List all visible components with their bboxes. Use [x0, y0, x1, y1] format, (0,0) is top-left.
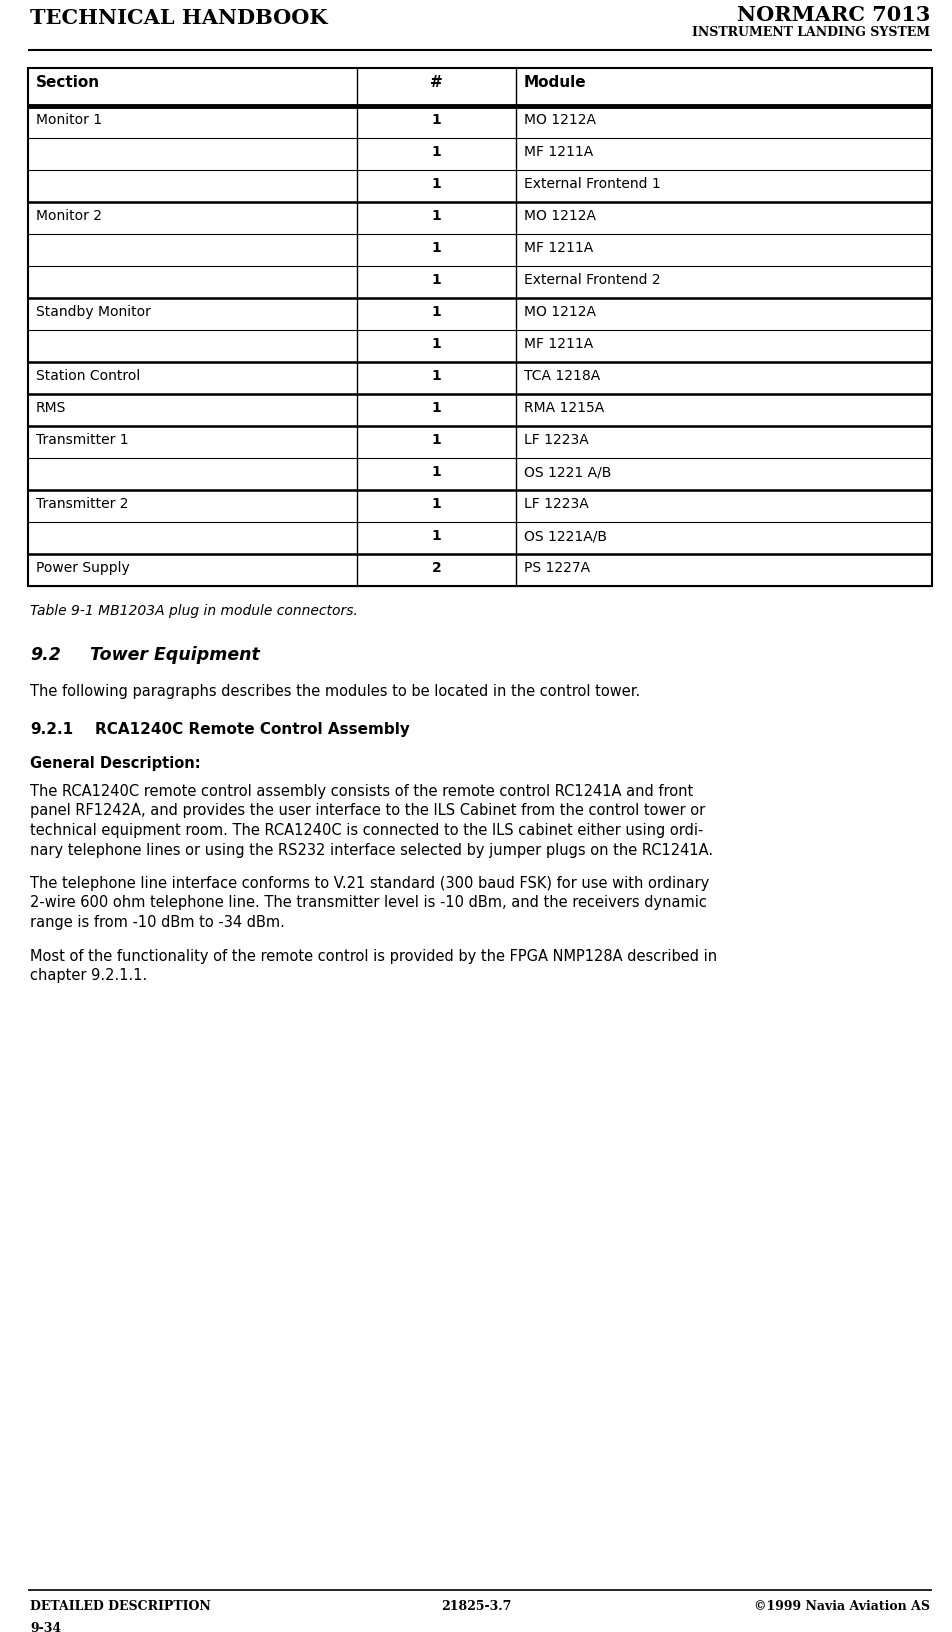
Text: Table 9-1 MB1203A plug in module connectors.: Table 9-1 MB1203A plug in module connect… — [30, 604, 358, 619]
Text: External Frontend 1: External Frontend 1 — [524, 176, 661, 191]
Text: MF 1211A: MF 1211A — [524, 145, 593, 158]
Text: Transmitter 2: Transmitter 2 — [36, 498, 129, 511]
Text: 1: 1 — [431, 145, 442, 158]
Text: LF 1223A: LF 1223A — [524, 498, 588, 511]
Text: MF 1211A: MF 1211A — [524, 336, 593, 351]
Text: Monitor 2: Monitor 2 — [36, 209, 102, 224]
Text: Transmitter 1: Transmitter 1 — [36, 432, 129, 447]
Text: 9.2: 9.2 — [30, 646, 61, 664]
Text: RCA1240C Remote Control Assembly: RCA1240C Remote Control Assembly — [95, 721, 410, 738]
Text: RMA 1215A: RMA 1215A — [524, 401, 605, 415]
Text: NORMARC 7013: NORMARC 7013 — [737, 5, 930, 24]
Text: DETAILED DESCRIPTION: DETAILED DESCRIPTION — [30, 1599, 210, 1612]
Text: Section: Section — [36, 75, 100, 90]
Text: Module: Module — [524, 75, 586, 90]
Text: chapter 9.2.1.1.: chapter 9.2.1.1. — [30, 968, 148, 982]
Text: Most of the functionality of the remote control is provided by the FPGA NMP128A : Most of the functionality of the remote … — [30, 948, 717, 963]
Text: 1: 1 — [431, 498, 442, 511]
Bar — [28, 69, 932, 586]
Text: MO 1212A: MO 1212A — [524, 209, 596, 224]
Text: MO 1212A: MO 1212A — [524, 305, 596, 318]
Text: PS 1227A: PS 1227A — [524, 561, 590, 574]
Text: 2: 2 — [431, 561, 442, 574]
Text: panel RF1242A, and provides the user interface to the ILS Cabinet from the contr: panel RF1242A, and provides the user int… — [30, 803, 705, 819]
Text: #: # — [430, 75, 443, 90]
Text: 1: 1 — [431, 529, 442, 543]
Text: ©1999 Navia Aviation AS: ©1999 Navia Aviation AS — [754, 1599, 930, 1612]
Text: General Description:: General Description: — [30, 756, 201, 770]
Text: TECHNICAL HANDBOOK: TECHNICAL HANDBOOK — [30, 8, 327, 28]
Text: 1: 1 — [431, 305, 442, 318]
Text: The following paragraphs describes the modules to be located in the control towe: The following paragraphs describes the m… — [30, 684, 641, 698]
Text: INSTRUMENT LANDING SYSTEM: INSTRUMENT LANDING SYSTEM — [692, 26, 930, 39]
Text: nary telephone lines or using the RS232 interface selected by jumper plugs on th: nary telephone lines or using the RS232 … — [30, 842, 713, 857]
Text: LF 1223A: LF 1223A — [524, 432, 588, 447]
Text: 1: 1 — [431, 176, 442, 191]
Text: 1: 1 — [431, 432, 442, 447]
Text: 9-34: 9-34 — [30, 1622, 61, 1632]
Text: 1: 1 — [431, 209, 442, 224]
Text: 1: 1 — [431, 113, 442, 127]
Text: 2-wire 600 ohm telephone line. The transmitter level is -10 dBm, and the receive: 2-wire 600 ohm telephone line. The trans… — [30, 896, 707, 911]
Text: MF 1211A: MF 1211A — [524, 242, 593, 255]
Text: 21825-3.7: 21825-3.7 — [441, 1599, 511, 1612]
Text: MO 1212A: MO 1212A — [524, 113, 596, 127]
Text: 9.2.1: 9.2.1 — [30, 721, 73, 738]
Text: 1: 1 — [431, 242, 442, 255]
Text: OS 1221 A/B: OS 1221 A/B — [524, 465, 611, 480]
Text: Monitor 1: Monitor 1 — [36, 113, 102, 127]
Text: 1: 1 — [431, 465, 442, 480]
Text: range is from -10 dBm to -34 dBm.: range is from -10 dBm to -34 dBm. — [30, 916, 285, 930]
Text: Power Supply: Power Supply — [36, 561, 129, 574]
Text: 1: 1 — [431, 336, 442, 351]
Text: The RCA1240C remote control assembly consists of the remote control RC1241A and : The RCA1240C remote control assembly con… — [30, 783, 693, 800]
Text: 1: 1 — [431, 369, 442, 384]
Text: RMS: RMS — [36, 401, 67, 415]
Text: Station Control: Station Control — [36, 369, 140, 384]
Text: TCA 1218A: TCA 1218A — [524, 369, 601, 384]
Text: The telephone line interface conforms to V.21 standard (300 baud FSK) for use wi: The telephone line interface conforms to… — [30, 876, 709, 891]
Text: OS 1221A/B: OS 1221A/B — [524, 529, 607, 543]
Text: 1: 1 — [431, 273, 442, 287]
Text: 1: 1 — [431, 401, 442, 415]
Text: Tower Equipment: Tower Equipment — [90, 646, 260, 664]
Text: Standby Monitor: Standby Monitor — [36, 305, 150, 318]
Text: External Frontend 2: External Frontend 2 — [524, 273, 661, 287]
Text: technical equipment room. The RCA1240C is connected to the ILS cabinet either us: technical equipment room. The RCA1240C i… — [30, 823, 704, 837]
